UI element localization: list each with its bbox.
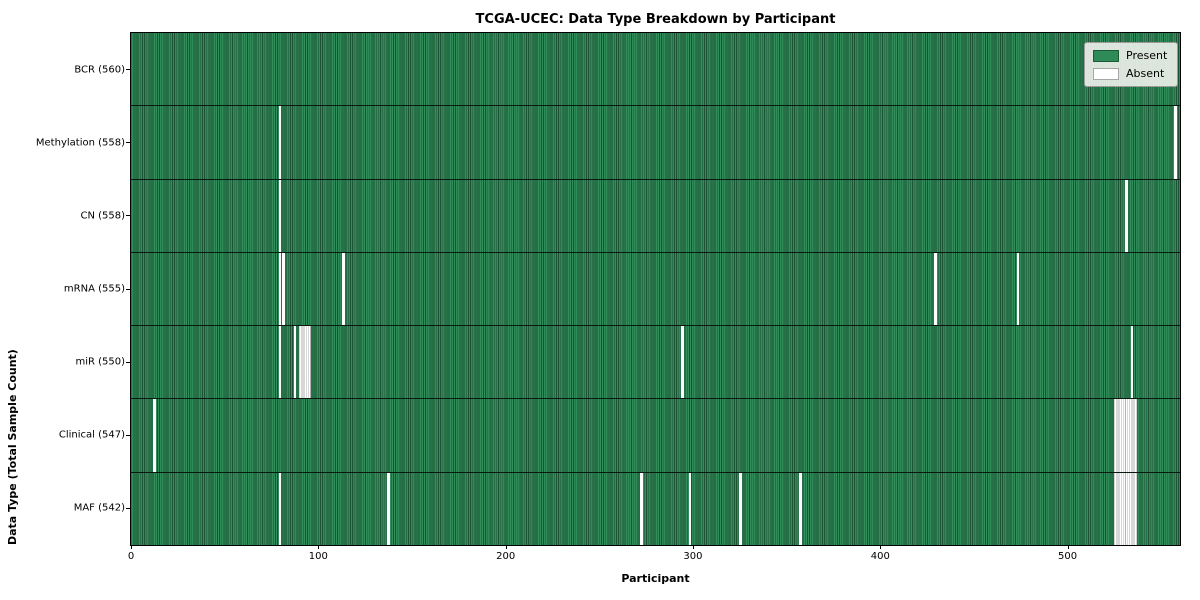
y-tick-label: mRNA (555) (63, 283, 125, 295)
absent-gap (681, 326, 684, 399)
absent-gap (1016, 252, 1020, 326)
row-band-methylation (131, 106, 1180, 180)
x-tick-label: 0 (127, 551, 135, 562)
absent-gap (387, 472, 390, 545)
legend-entry-absent: Absent (1093, 67, 1169, 80)
x-tick-mark (505, 545, 507, 549)
row-band-maf (131, 472, 1180, 545)
y-tick-mark (126, 69, 130, 71)
y-tick-mark (126, 215, 130, 217)
present-swatch-icon (1093, 49, 1119, 62)
absent-gap (934, 252, 937, 326)
x-tick-mark (1067, 545, 1069, 549)
plot-area (130, 32, 1181, 546)
absent-gap (799, 472, 802, 545)
row-band-mir (131, 326, 1180, 400)
x-tick-label: 200 (496, 551, 516, 562)
y-tick-mark (126, 434, 130, 436)
x-axis-label: Participant (621, 572, 690, 585)
x-tick-mark (692, 545, 694, 549)
x-tick-label: 500 (1058, 551, 1078, 562)
absent-gap (299, 326, 312, 399)
legend: Present Absent (1084, 42, 1178, 87)
y-tick-label: MAF (542) (73, 502, 125, 514)
absent-gap (278, 326, 282, 399)
y-tick-label: miR (550) (75, 356, 125, 368)
y-tick-mark (126, 507, 130, 509)
absent-gap (278, 252, 282, 326)
absent-gap (153, 399, 156, 472)
y-tick-mark (126, 361, 130, 363)
x-tick-label: 300 (683, 551, 703, 562)
absent-gap (640, 472, 643, 545)
x-tick-label: 100 (308, 551, 328, 562)
x-tick-mark (318, 545, 320, 549)
chart-title: TCGA-UCEC: Data Type Breakdown by Partic… (475, 12, 836, 27)
absent-gap (278, 179, 282, 252)
row-band-cn (131, 179, 1180, 253)
absent-swatch-icon (1093, 67, 1119, 80)
y-tick-mark (126, 288, 130, 290)
x-tick-label: 400 (870, 551, 890, 562)
absent-gap (1114, 399, 1138, 472)
legend-present-label: Present (1126, 49, 1168, 62)
row-band-mrna (131, 252, 1180, 327)
legend-absent-label: Absent (1126, 67, 1165, 80)
absent-gap (1130, 326, 1134, 399)
y-tick-mark (126, 142, 130, 144)
y-tick-label: Clinical (547) (58, 429, 125, 441)
y-tick-label: Methylation (558) (35, 137, 125, 149)
absent-gap (278, 472, 282, 545)
row-band-clinical (131, 399, 1180, 473)
absent-gap (739, 472, 742, 545)
y-tick-label: BCR (560) (74, 64, 125, 76)
absent-gap (282, 252, 285, 326)
absent-gap (688, 472, 692, 545)
absent-gap (1114, 472, 1138, 545)
x-tick-mark (131, 545, 132, 549)
absent-gap (1174, 106, 1177, 179)
absent-gap (1125, 179, 1128, 252)
row-band-bcr (131, 33, 1180, 107)
legend-entry-present: Present (1093, 49, 1169, 62)
absent-gap (342, 252, 345, 326)
heatmap-rows (131, 33, 1180, 545)
x-tick-mark (880, 545, 882, 549)
absent-gap (278, 106, 282, 179)
absent-gap (293, 326, 297, 399)
y-tick-label: CN (558) (80, 210, 125, 222)
